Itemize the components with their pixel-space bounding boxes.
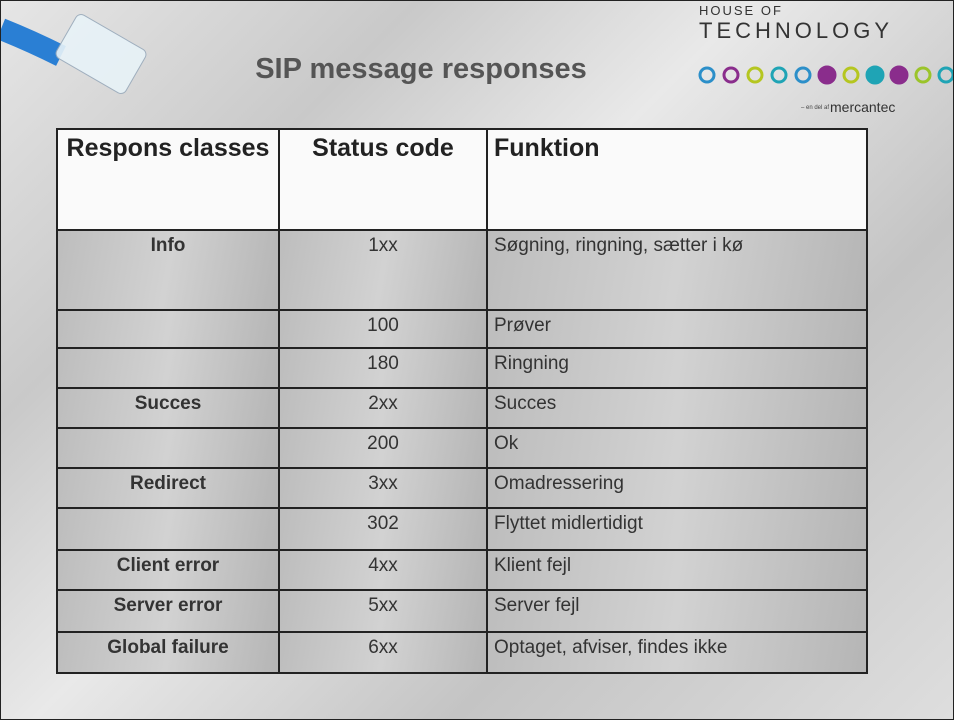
table-cell <box>56 507 280 551</box>
table-row: 200 Ok <box>56 427 868 469</box>
table-cell: Omadressering <box>486 467 868 509</box>
table-cell <box>56 347 280 389</box>
table-row: Succes 2xx Succes <box>56 387 868 429</box>
response-table: Respons classes Status code Funktion Info 1x… <box>56 128 868 674</box>
table-cell: Server error <box>56 589 280 633</box>
table-cell: Succes <box>56 387 280 429</box>
table-cell: 2xx <box>278 387 488 429</box>
slide-title: SIP message responses <box>255 53 587 85</box>
table-cell: Prøver <box>486 309 868 349</box>
table-cell: Succes <box>486 387 868 429</box>
header-cell: Status code <box>278 128 488 231</box>
table-row: Client error 4xx Klient fejl <box>56 549 868 591</box>
table-cell <box>56 309 280 349</box>
table-cell: Flyttet midlertidigt <box>486 507 868 551</box>
table-row: 302 Flyttet midlertidigt <box>56 507 868 551</box>
table-cell: 3xx <box>278 467 488 509</box>
table-cell: 180 <box>278 347 488 389</box>
logo-brand: mercantec <box>830 99 896 115</box>
logo-dots <box>698 65 953 85</box>
table-row: Redirect 3xx Omadressering <box>56 467 868 509</box>
header-row: Respons classes Status code Funktion <box>56 128 868 231</box>
table-cell: Global failure <box>56 631 280 674</box>
table-row: Global failure 6xx Optaget, afviser, finde… <box>56 631 868 674</box>
table-cell: 6xx <box>278 631 488 674</box>
table-cell: 302 <box>278 507 488 551</box>
table-cell: 5xx <box>278 589 488 633</box>
logo-tagline: – en del af <box>801 105 830 111</box>
table-cell: Ok <box>486 427 868 469</box>
table-cell: 200 <box>278 427 488 469</box>
table-row: 100 Prøver <box>56 309 868 349</box>
table-cell: 100 <box>278 309 488 349</box>
table-row: Server error 5xx Server fejl <box>56 589 868 633</box>
table-cell: Klient fejl <box>486 549 868 591</box>
table-cell: Client error <box>56 549 280 591</box>
table-cell: Info <box>56 229 280 311</box>
table-cell: Ringning <box>486 347 868 389</box>
table-cell: Optaget, afviser, findes ikke <box>486 631 868 674</box>
table-cell: 4xx <box>278 549 488 591</box>
header-cell: Funktion <box>486 128 868 231</box>
table-cell <box>56 427 280 469</box>
table-row: 180 Ringning <box>56 347 868 389</box>
logo-text: TECHNOLOGY <box>699 18 894 43</box>
table-cell: Søgning, ringning, sætter i kø <box>486 229 868 311</box>
table-cell: Server fejl <box>486 589 868 633</box>
cable-icon <box>1 14 147 94</box>
table-cell: 1xx <box>278 229 488 311</box>
table-row: Info 1xx Søgning, ringning, sætter i kø <box>56 229 868 311</box>
table-cell: Redirect <box>56 467 280 509</box>
header-cell: Respons classes <box>56 128 280 231</box>
logo-text: HOUSE OF <box>699 3 783 18</box>
